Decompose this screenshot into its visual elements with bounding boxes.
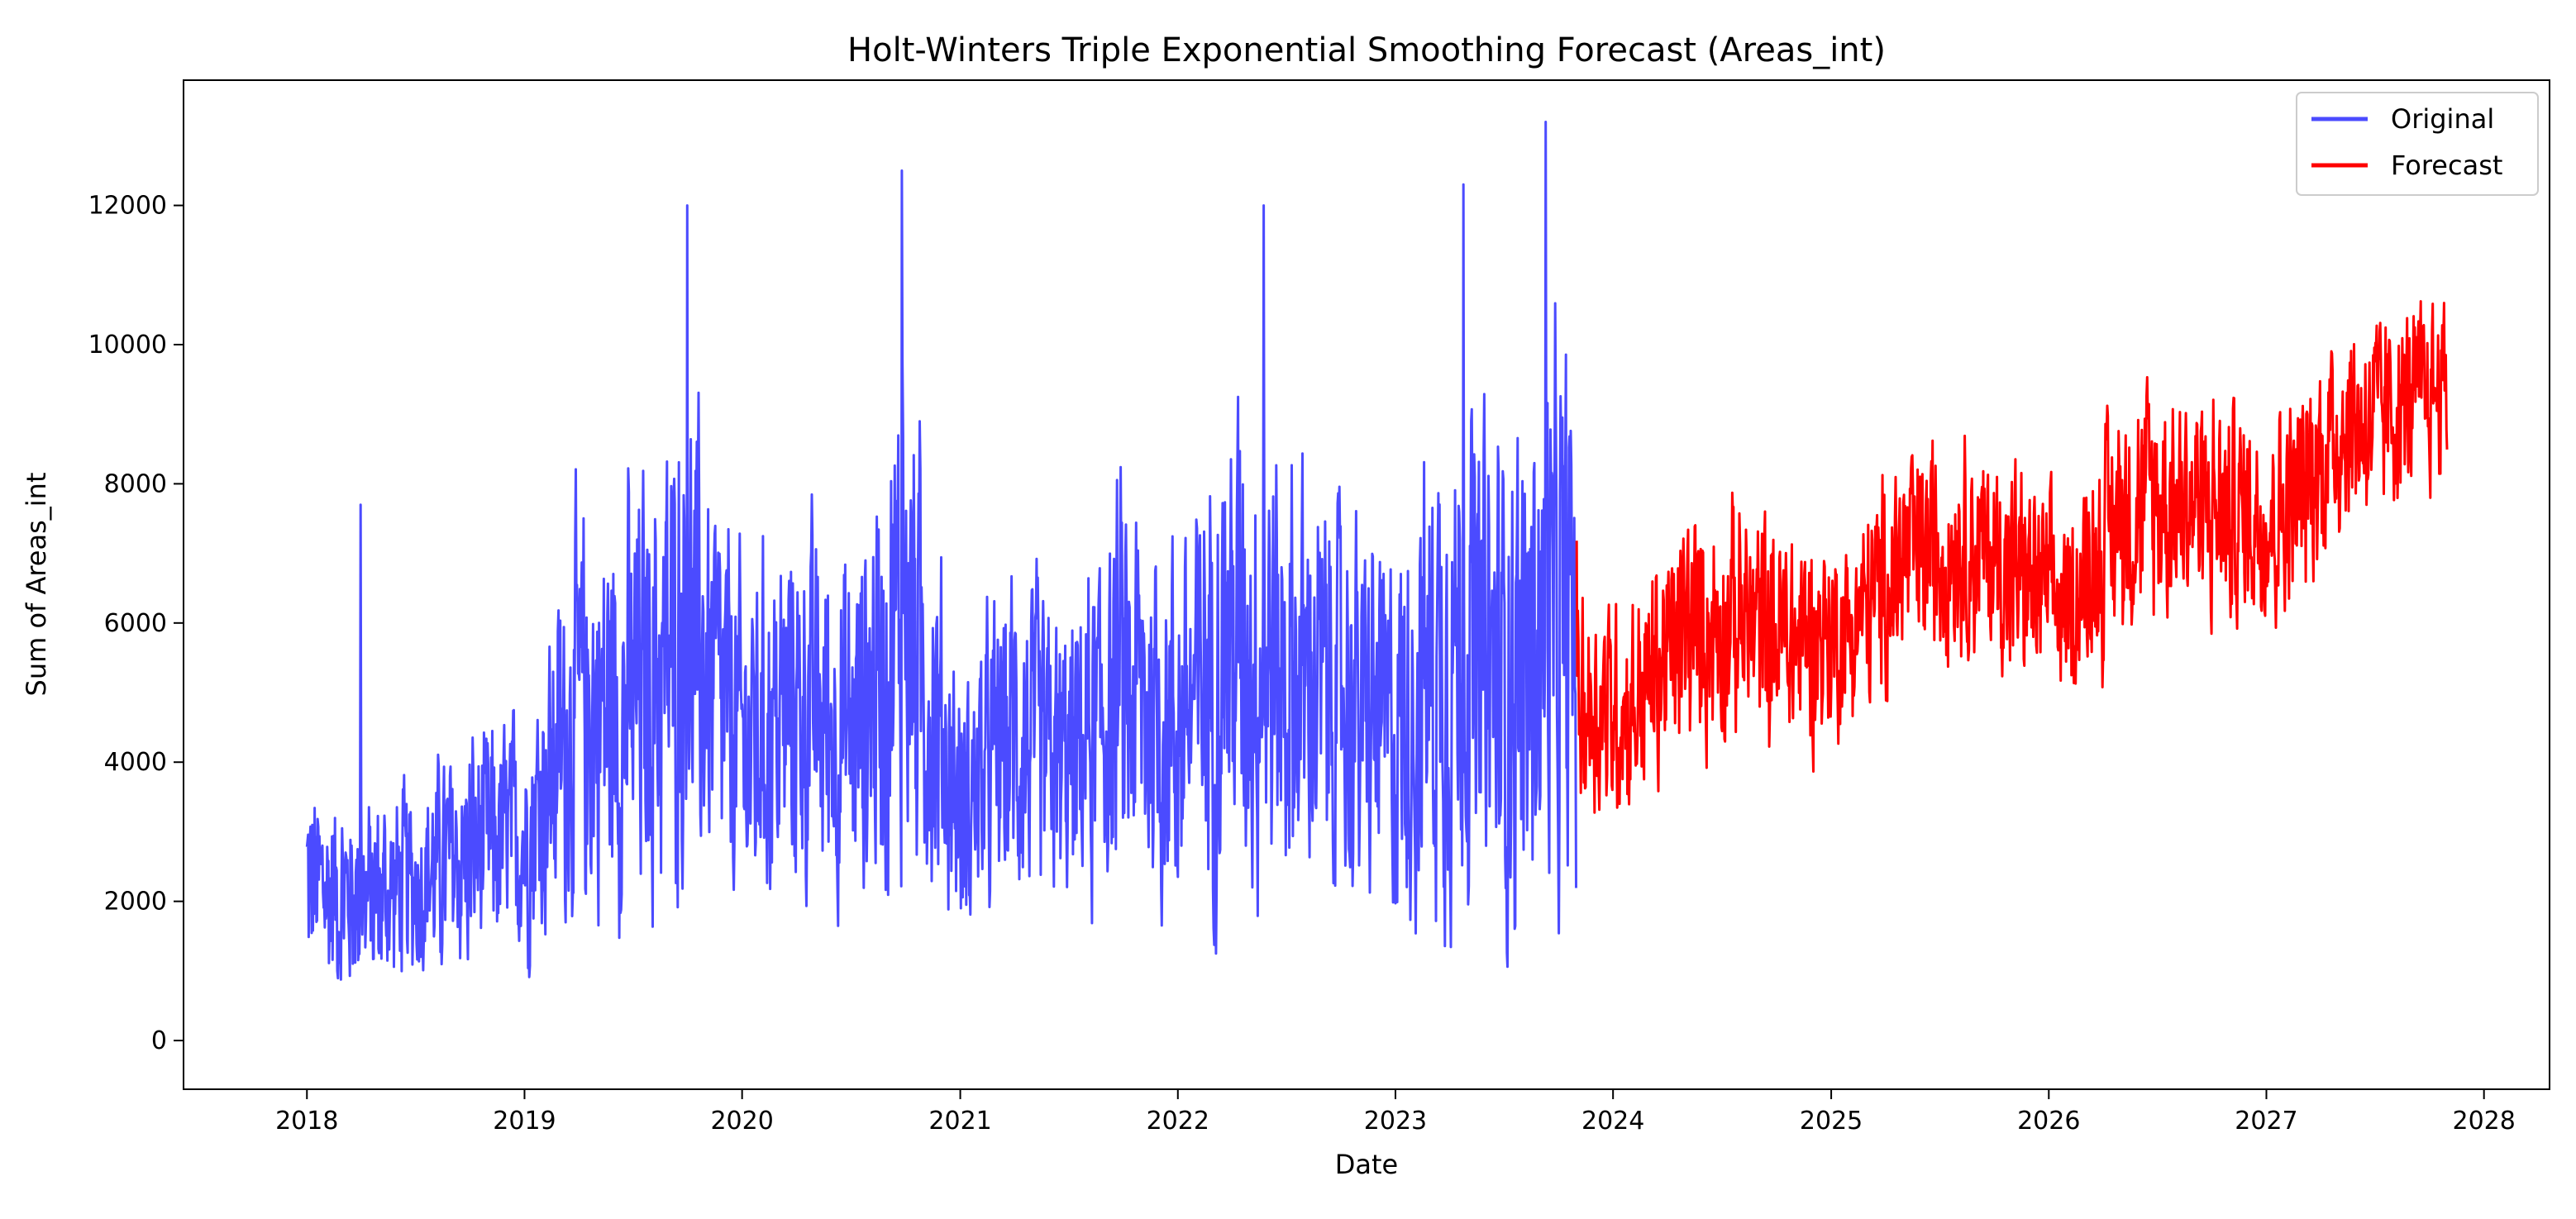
x-tick-label: 2025: [1800, 1107, 1863, 1136]
y-tick-label: 10000: [88, 331, 167, 360]
x-axis: 2018 2019 2020 2021 2022 2023 2024 2025 2026 2027…: [275, 1089, 2516, 1136]
y-tick-label: 0: [151, 1026, 167, 1055]
x-tick-label: 2021: [928, 1107, 991, 1136]
x-tick-label: 2027: [2235, 1107, 2297, 1136]
legend-label-original: Original: [2391, 103, 2494, 135]
y-tick-label: 8000: [104, 469, 167, 498]
x-tick-label: 2024: [1581, 1107, 1644, 1136]
chart-title: Holt-Winters Triple Exponential Smoothin…: [847, 31, 1886, 69]
x-tick-label: 2022: [1147, 1107, 1209, 1136]
legend: Original Forecast: [2296, 92, 2539, 196]
x-axis-label: Date: [1335, 1149, 1398, 1180]
y-tick-label: 12000: [88, 192, 167, 221]
series-layer: [305, 121, 2449, 981]
y-tick-label: 2000: [104, 888, 167, 917]
y-tick-label: 6000: [104, 609, 167, 638]
legend-label-forecast: Forecast: [2391, 150, 2502, 181]
x-tick-label: 2023: [1364, 1107, 1427, 1136]
y-axis-label: Sum of Areas_int: [21, 473, 52, 697]
x-tick-label: 2020: [710, 1107, 773, 1136]
x-tick-label: 2026: [2017, 1107, 2080, 1136]
series-line-original: [305, 121, 1577, 981]
y-axis: 0 2000 4000 6000 8000 10000 12000: [88, 192, 184, 1055]
series-line-forecast: [1575, 300, 2449, 814]
x-tick-label: 2018: [275, 1107, 338, 1136]
x-tick-label: 2028: [2453, 1107, 2516, 1136]
y-tick-label: 4000: [104, 748, 167, 777]
x-tick-label: 2019: [493, 1107, 556, 1136]
plot-frame: [183, 79, 2550, 1090]
